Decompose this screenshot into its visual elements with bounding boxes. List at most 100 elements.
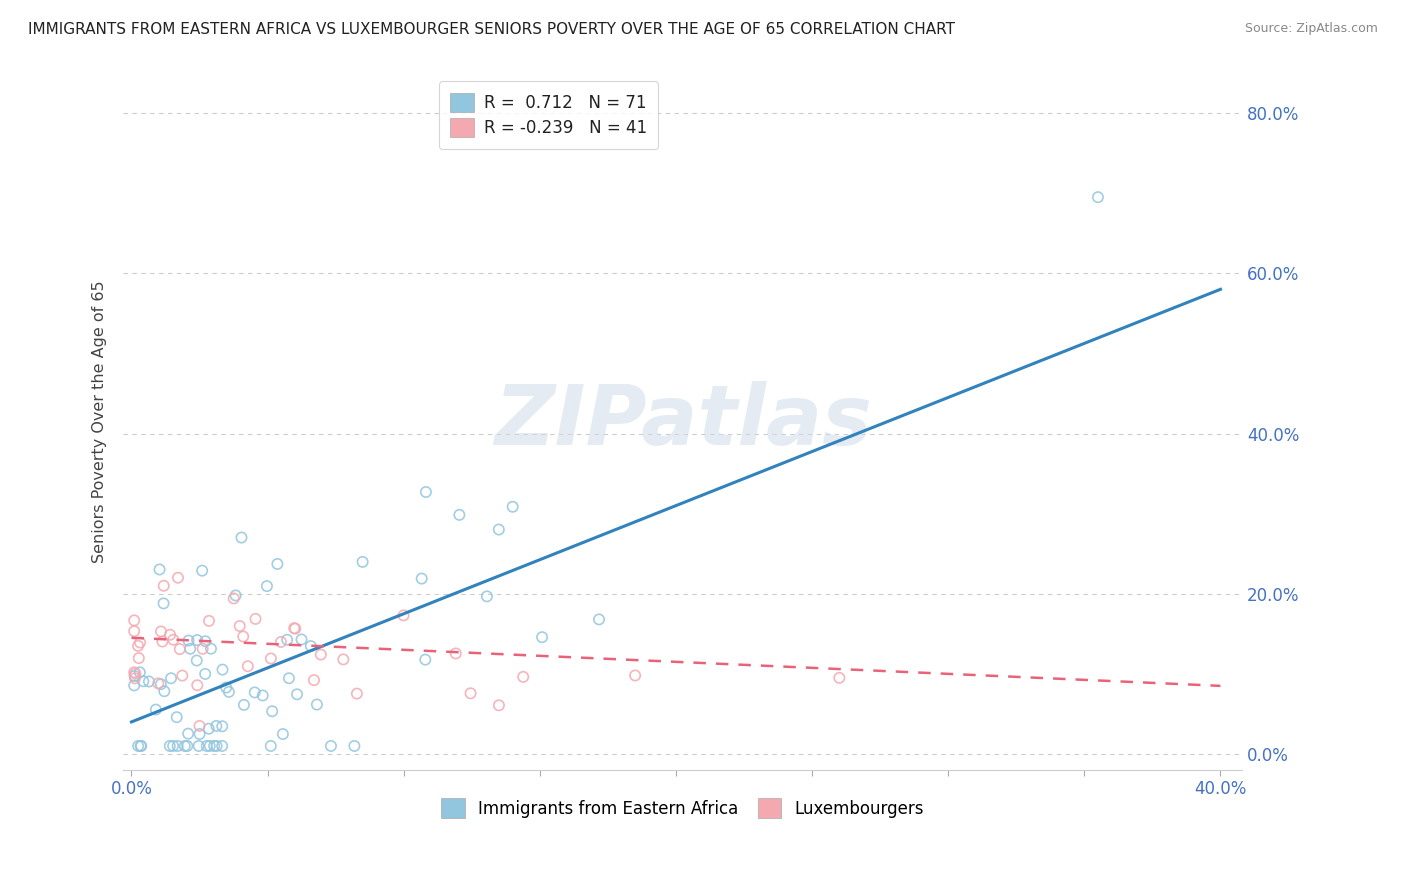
Point: [129, 739, 152, 753]
Point: [194, 667, 217, 681]
Point: [160, 671, 183, 685]
Point: [276, 632, 298, 647]
Point: [176, 739, 198, 753]
Point: [588, 612, 610, 626]
Point: [475, 590, 498, 604]
Point: [283, 621, 305, 635]
Point: [177, 633, 200, 648]
Point: [309, 648, 332, 662]
Point: [284, 622, 307, 636]
Point: [166, 739, 188, 753]
Point: [531, 630, 554, 644]
Point: [124, 671, 146, 685]
Point: [299, 639, 322, 653]
Point: [148, 562, 170, 576]
Text: IMMIGRANTS FROM EASTERN AFRICA VS LUXEMBOURGER SENIORS POVERTY OVER THE AGE OF 6: IMMIGRANTS FROM EASTERN AFRICA VS LUXEMB…: [28, 22, 955, 37]
Point: [173, 739, 195, 753]
Point: [413, 652, 436, 666]
Point: [460, 686, 482, 700]
Point: [162, 632, 184, 647]
Point: [128, 651, 150, 665]
Point: [186, 633, 208, 648]
Point: [222, 591, 245, 606]
Point: [270, 635, 292, 649]
Point: [218, 685, 240, 699]
Point: [172, 668, 194, 682]
Point: [231, 531, 253, 545]
Text: Source: ZipAtlas.com: Source: ZipAtlas.com: [1244, 22, 1378, 36]
Point: [346, 687, 368, 701]
Point: [256, 579, 278, 593]
Point: [127, 739, 149, 753]
Point: [188, 719, 211, 733]
Point: [271, 727, 294, 741]
Point: [392, 608, 415, 623]
Point: [236, 659, 259, 673]
Point: [262, 704, 284, 718]
Point: [124, 669, 146, 683]
Point: [260, 651, 283, 665]
Point: [162, 739, 184, 753]
Point: [415, 485, 437, 500]
Point: [159, 739, 181, 753]
Point: [122, 624, 145, 639]
Point: [122, 614, 145, 628]
Point: [191, 641, 214, 656]
Point: [153, 684, 176, 698]
Text: ZIPatlas: ZIPatlas: [494, 381, 872, 462]
Point: [266, 557, 288, 571]
Point: [285, 687, 308, 701]
Point: [624, 668, 647, 682]
Point: [127, 639, 149, 653]
Point: [198, 614, 221, 628]
Point: [150, 634, 173, 648]
Point: [828, 671, 851, 685]
Point: [1087, 190, 1109, 204]
Point: [232, 698, 254, 712]
Point: [128, 665, 150, 680]
Point: [166, 710, 188, 724]
Point: [187, 739, 209, 753]
Point: [186, 678, 208, 692]
Point: [343, 739, 366, 753]
Point: [167, 571, 190, 585]
Point: [197, 722, 219, 736]
Point: [198, 739, 221, 753]
Point: [302, 673, 325, 687]
Point: [194, 634, 217, 648]
Point: [148, 676, 170, 690]
Point: [332, 652, 354, 666]
Point: [124, 666, 146, 681]
Point: [179, 641, 201, 656]
Point: [252, 689, 274, 703]
Point: [225, 589, 247, 603]
Point: [169, 642, 191, 657]
Y-axis label: Seniors Poverty Over the Age of 65: Seniors Poverty Over the Age of 65: [93, 280, 107, 563]
Point: [215, 681, 238, 695]
Point: [305, 698, 328, 712]
Point: [211, 663, 233, 677]
Point: [512, 670, 534, 684]
Point: [152, 579, 174, 593]
Point: [319, 739, 342, 753]
Point: [211, 719, 233, 733]
Point: [352, 555, 374, 569]
Point: [444, 647, 467, 661]
Point: [129, 739, 152, 753]
Point: [177, 726, 200, 740]
Point: [290, 632, 312, 647]
Point: [205, 739, 228, 753]
Point: [129, 635, 152, 649]
Point: [488, 698, 510, 713]
Point: [145, 702, 167, 716]
Point: [186, 653, 208, 667]
Point: [152, 596, 174, 610]
Point: [191, 564, 214, 578]
Point: [149, 677, 172, 691]
Point: [260, 739, 283, 753]
Legend: Immigrants from Eastern Africa, Luxembourgers: Immigrants from Eastern Africa, Luxembou…: [434, 792, 931, 824]
Point: [138, 674, 160, 689]
Point: [188, 727, 211, 741]
Point: [278, 671, 301, 685]
Point: [195, 739, 218, 753]
